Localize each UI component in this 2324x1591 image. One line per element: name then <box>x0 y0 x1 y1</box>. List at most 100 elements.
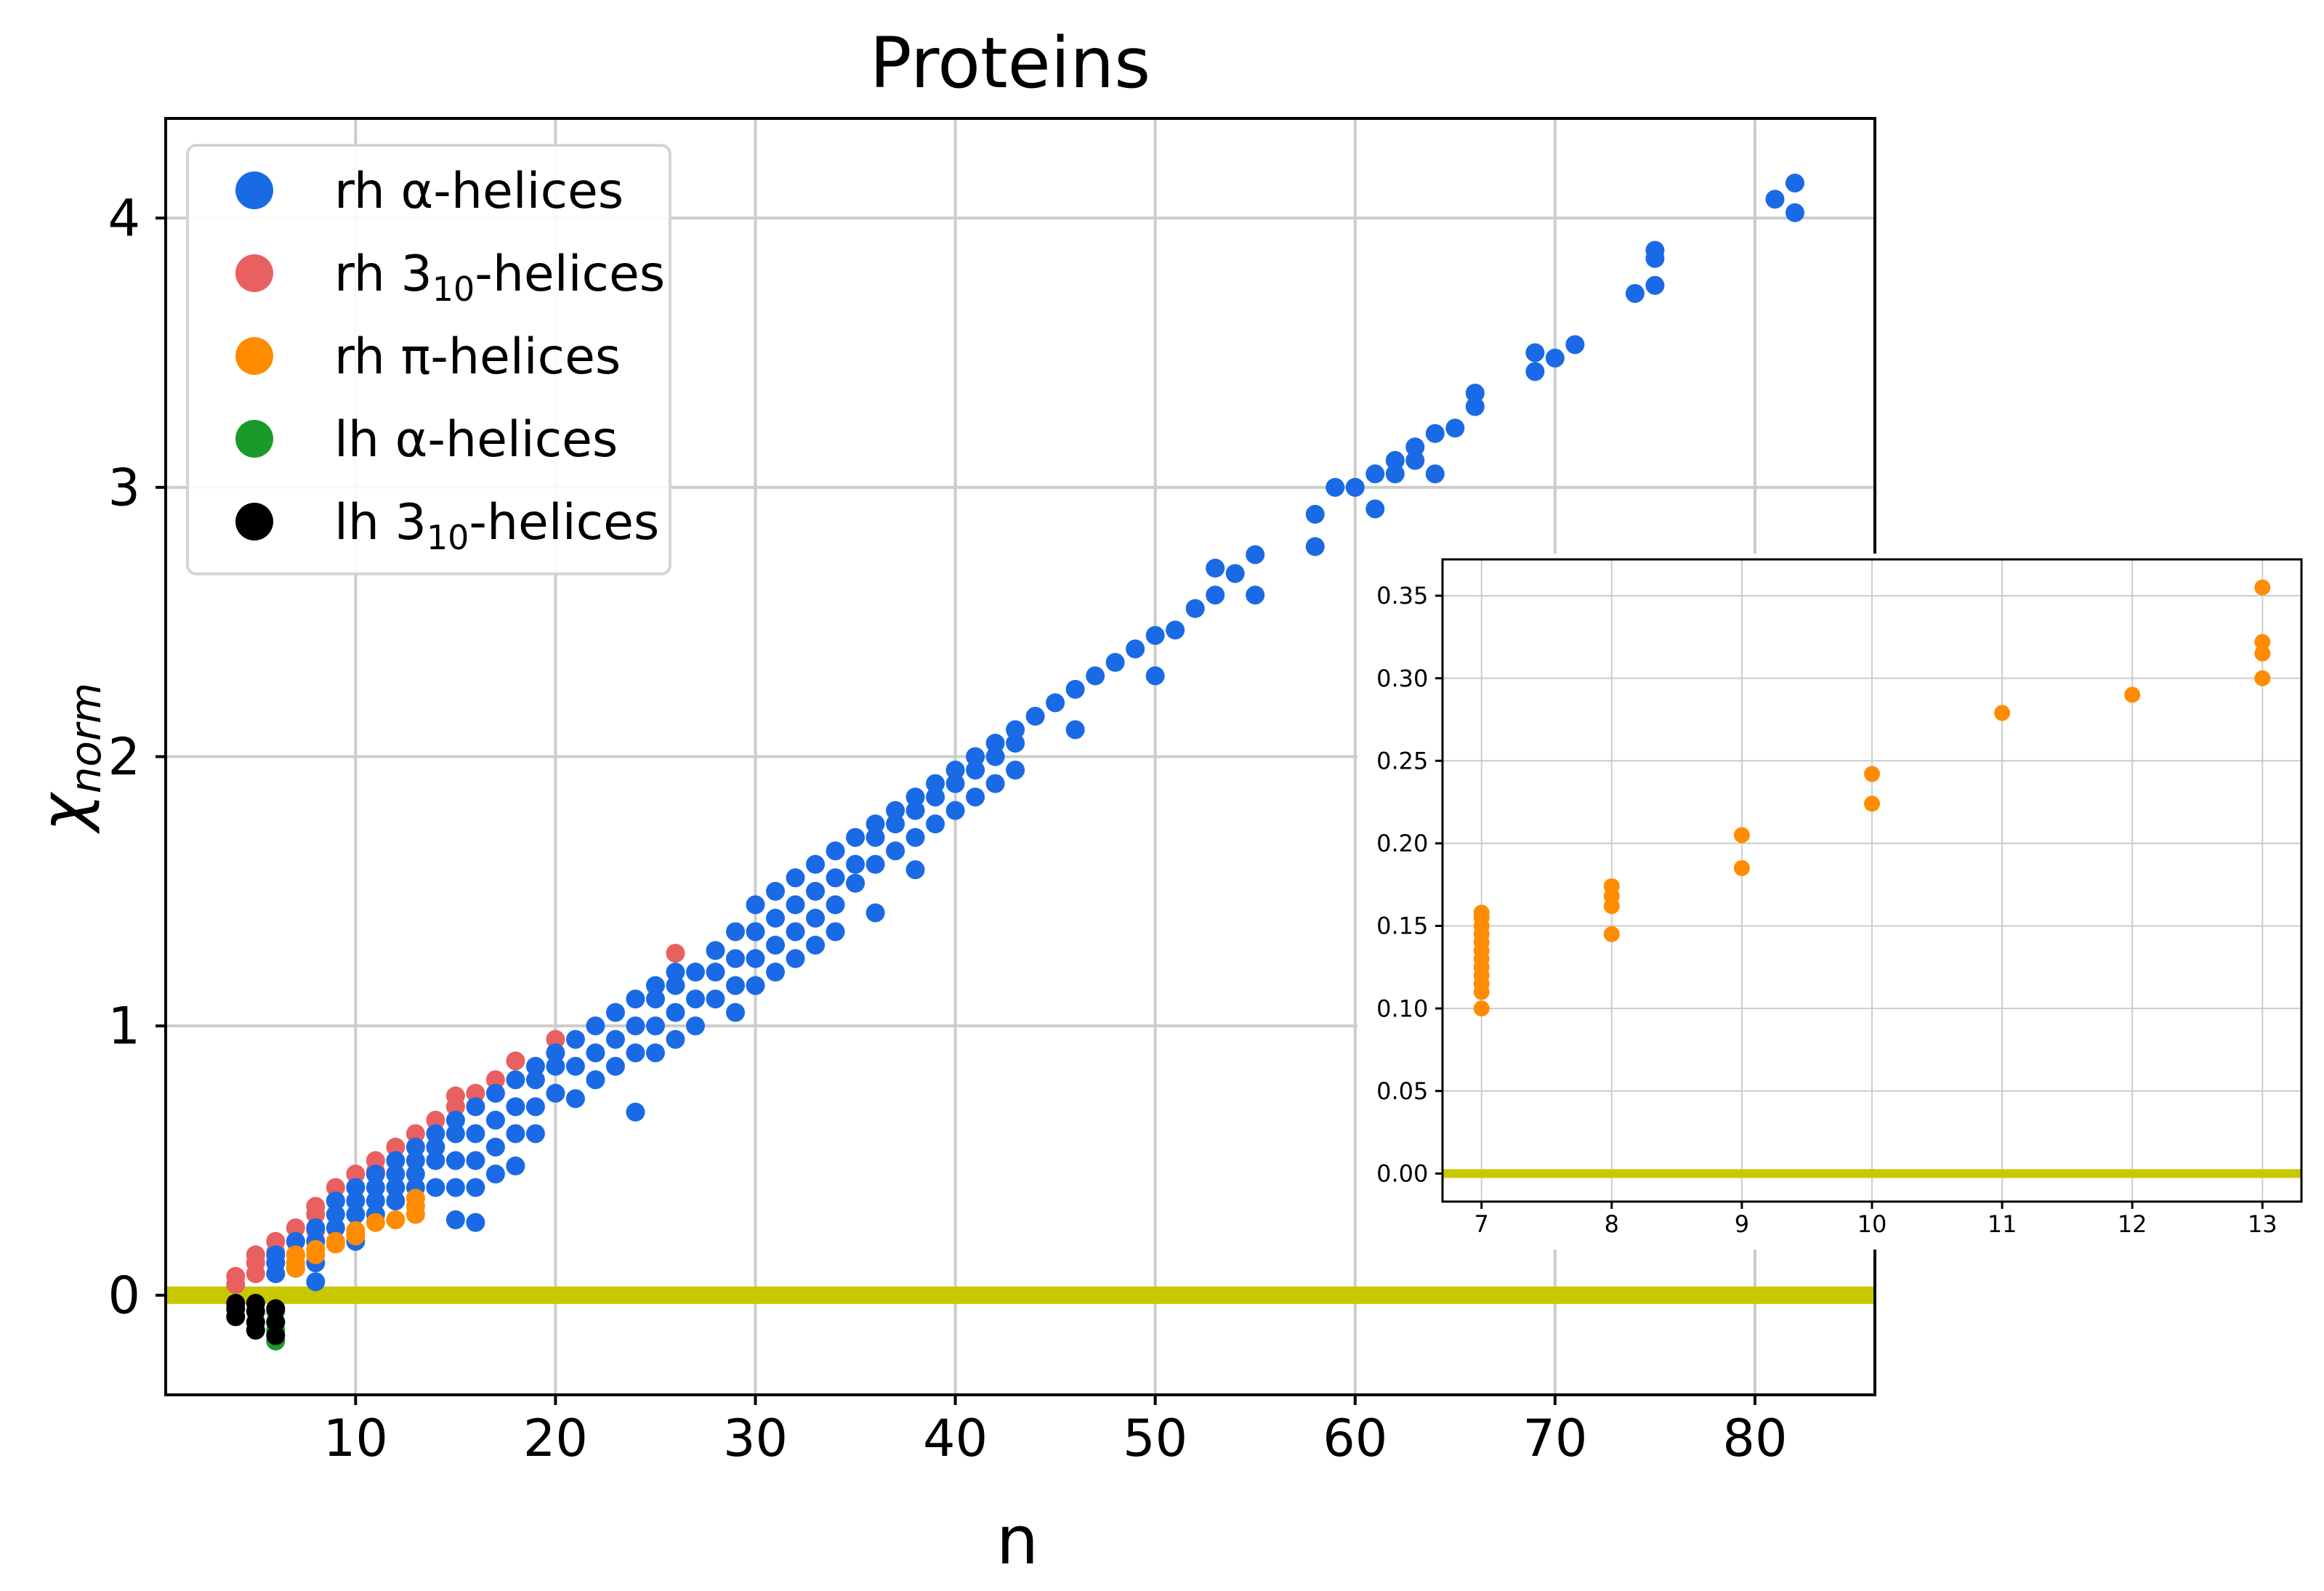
data-point-alpha_rh <box>846 873 866 893</box>
data-point-alpha_rh <box>466 1213 485 1232</box>
data-point-alpha_rh <box>1645 275 1665 295</box>
data-point-alpha_rh <box>645 1016 665 1036</box>
data-point-alpha_rh <box>945 761 965 780</box>
data-point-alpha_rh <box>386 1151 406 1170</box>
legend-label-main: α-helices <box>400 163 624 220</box>
data-point-alpha_rh <box>766 963 786 982</box>
y-tick-label: 1 <box>108 997 140 1056</box>
data-point-alpha_rh <box>1086 666 1105 686</box>
data-point-alpha_rh <box>1326 477 1345 497</box>
data-point-alpha_rh <box>1145 626 1165 645</box>
data-point-alpha_rh <box>1105 652 1125 672</box>
inset-background <box>1357 554 2324 1250</box>
data-point-h310_rh <box>485 1070 505 1090</box>
legend-box <box>186 144 671 575</box>
x-tick-label: 13 <box>2248 1210 2277 1238</box>
data-point-alpha_rh <box>426 1124 445 1143</box>
data-point-alpha_rh <box>886 814 905 834</box>
data-point-alpha_rh <box>685 989 705 1009</box>
data-point-alpha_rh <box>866 814 885 834</box>
data-point-alpha_rh <box>1785 173 1804 193</box>
y-tick-label: 3 <box>108 458 140 517</box>
legend-label: rh α-helices <box>334 163 624 220</box>
data-point-alpha_rh <box>1365 464 1385 484</box>
data-point-alpha_rh <box>726 922 745 942</box>
legend-label-prefix: rh <box>334 328 400 386</box>
data-point-alpha_rh <box>806 935 826 955</box>
data-point-alpha_rh <box>1145 666 1165 686</box>
data-point-alpha_rh <box>666 963 685 982</box>
data-point-pi_rh <box>1733 827 1750 843</box>
data-point-alpha_rh <box>1246 586 1265 605</box>
data-point-alpha_rh <box>926 814 945 834</box>
data-point-alpha_rh <box>685 963 705 982</box>
legend-marker-h310_rh <box>235 254 273 292</box>
data-point-alpha_rh <box>826 922 845 942</box>
series-h310_lh <box>226 1293 286 1345</box>
data-point-alpha_rh <box>426 1151 445 1170</box>
data-point-alpha_rh <box>726 949 745 968</box>
data-point-alpha_rh <box>485 1110 505 1130</box>
data-point-alpha_rh <box>326 1218 345 1238</box>
y-axis-label: χnorm <box>26 683 110 835</box>
data-point-alpha_rh <box>485 1137 505 1157</box>
legend-label-subscript: 10 <box>432 270 475 309</box>
data-point-alpha_rh <box>826 895 845 915</box>
data-point-alpha_rh <box>1065 679 1085 699</box>
data-point-alpha_rh <box>1305 504 1325 524</box>
legend-label: lh 310-helices <box>334 494 659 557</box>
data-point-alpha_rh <box>905 860 925 880</box>
data-point-alpha_rh <box>1545 348 1565 368</box>
data-point-h310_rh <box>226 1266 246 1286</box>
data-point-alpha_rh <box>1246 545 1265 564</box>
legend-label-main: -helices <box>475 246 665 303</box>
inset-ticks: 7 8 9 10 11 12 13 0.00 0.05 0.10 0.15 0.20 0.25 0.30 0… <box>1376 582 2277 1238</box>
data-point-alpha_rh <box>926 774 945 793</box>
x-tick-label: 12 <box>2118 1210 2147 1238</box>
data-point-alpha_rh <box>445 1110 465 1130</box>
svg-text:χnorm: χnorm <box>26 683 110 835</box>
data-point-alpha_rh <box>966 761 985 780</box>
y-tick-label: 0.30 <box>1376 665 1428 692</box>
legend-label-subscript: 10 <box>427 518 469 557</box>
data-point-alpha_rh <box>866 827 885 847</box>
data-point-alpha_rh <box>386 1191 406 1211</box>
data-point-h310_rh <box>445 1086 465 1106</box>
x-tick-label: 80 <box>1722 1409 1787 1468</box>
legend-label-main: -helices <box>469 494 659 551</box>
legend-label: rh π-helices <box>334 328 621 386</box>
legend-item-alpha_lh: lh α-helices <box>235 411 618 469</box>
data-point-h310_rh <box>366 1151 385 1170</box>
data-point-alpha_rh <box>346 1205 366 1224</box>
data-point-alpha_rh <box>426 1178 445 1197</box>
data-point-alpha_rh <box>966 747 985 766</box>
data-point-alpha_rh <box>1006 733 1025 753</box>
data-point-alpha_rh <box>846 854 866 874</box>
data-point-pi_rh <box>1994 705 2011 721</box>
data-point-alpha_rh <box>506 1156 525 1175</box>
data-point-alpha_rh <box>406 1151 425 1170</box>
y-axis-label-main: χ <box>26 791 101 834</box>
data-point-alpha_rh <box>746 922 765 942</box>
data-point-alpha_rh <box>366 1165 385 1184</box>
data-point-alpha_rh <box>525 1124 545 1143</box>
data-point-h310_rh <box>326 1178 345 1197</box>
data-point-alpha_rh <box>485 1083 505 1103</box>
data-point-h310_lh <box>226 1307 246 1327</box>
data-point-pi_rh <box>306 1239 326 1259</box>
data-point-alpha_rh <box>1345 477 1365 497</box>
data-point-alpha_rh <box>1465 397 1485 416</box>
data-point-alpha_rh <box>886 841 905 861</box>
data-point-alpha_rh <box>546 1083 565 1103</box>
legend-marker-alpha_rh <box>235 171 273 209</box>
data-point-alpha_rh <box>306 1218 326 1238</box>
data-point-h310_lh <box>266 1299 286 1319</box>
data-point-alpha_rh <box>645 976 665 995</box>
data-point-h310_lh <box>266 1312 286 1332</box>
data-point-alpha_rh <box>786 895 805 915</box>
legend-label-main: α-helices <box>395 411 618 469</box>
data-point-pi_rh <box>346 1220 366 1240</box>
data-point-alpha_rh <box>565 1056 585 1076</box>
data-point-alpha_rh <box>445 1124 465 1143</box>
legend-label-prefix: lh <box>334 411 395 469</box>
